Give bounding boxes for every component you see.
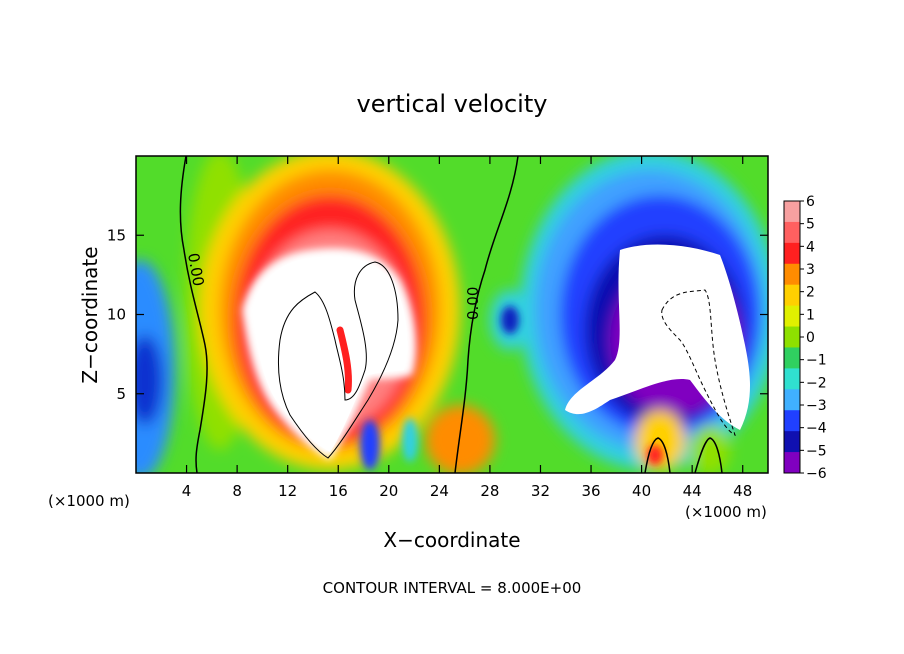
colorbar-swatch: [784, 221, 800, 244]
x-tick-label: 44: [683, 482, 702, 500]
x-tick-label: 40: [632, 482, 651, 500]
positive-contour: [277, 261, 399, 459]
x-unit-right: (×1000 m): [685, 503, 767, 521]
colorbar-swatch: [784, 347, 800, 369]
colorbar-swatch: [784, 389, 800, 411]
y-tick-label: 5: [116, 385, 126, 403]
colorbar-swatch: [784, 431, 800, 453]
x-axis-ticks: 4 8 12 16 20 24 28 32 36 40 44 48: [182, 156, 752, 500]
x-unit-left: (×1000 m): [48, 492, 130, 510]
colorbar-label: 6: [806, 194, 815, 210]
colorbar-swatch: [784, 368, 800, 390]
y-tick-label: 10: [107, 306, 126, 324]
x-tick-label: 12: [278, 482, 297, 500]
zero-contour-lowright2: [694, 437, 723, 473]
colorbar-label: 5: [806, 217, 815, 233]
x-tick-label: 20: [379, 482, 398, 500]
chart-title: vertical velocity: [357, 90, 548, 118]
x-tick-label: 32: [531, 482, 550, 500]
x-tick-label: 4: [182, 482, 192, 500]
x-tick-label: 36: [581, 482, 600, 500]
x-tick-label: 8: [232, 482, 242, 500]
negative-contour: [661, 289, 736, 436]
colorbar-swatch: [784, 201, 800, 223]
heatmap-field: [136, 156, 768, 473]
colorbar-label: −4: [806, 421, 827, 437]
colorbar-swatch: [784, 242, 800, 265]
x-tick-label: 16: [329, 482, 348, 500]
y-tick-label: 15: [107, 226, 126, 244]
contour-label-middle: 0.00: [464, 287, 482, 320]
colorbar-swatch: [784, 410, 800, 432]
colorbar-label: −2: [806, 375, 827, 391]
colorbar-label: −6: [806, 466, 827, 482]
colorbar-swatch: [784, 263, 800, 286]
x-tick-label: 28: [480, 482, 499, 500]
colorbar-label: 2: [806, 285, 815, 301]
colorbar-swatch: [784, 326, 800, 348]
zero-contour-lowright: [644, 437, 671, 473]
zero-contour-middle: [454, 156, 519, 473]
colorbar-label: −3: [806, 398, 827, 414]
colorbar-swatch: [784, 452, 800, 474]
x-axis-label: X−coordinate: [383, 528, 520, 552]
x-tick-label: 48: [733, 482, 752, 500]
y-axis-ticks: 5 10 15: [107, 226, 768, 403]
colorbar-label: 3: [806, 262, 815, 278]
contour-label-left: 0.00: [184, 252, 208, 288]
colorbar-label: 1: [806, 307, 815, 323]
y-axis-label: Z−coordinate: [78, 246, 102, 383]
colorbar-label: 0: [806, 330, 815, 346]
contour-lines: [179, 156, 736, 473]
colorbar-label: −5: [806, 443, 827, 459]
x-tick-label: 24: [430, 482, 449, 500]
colorbar-swatch: [784, 284, 800, 307]
colorbar-label: −1: [806, 353, 827, 369]
colorbar-label: 4: [806, 239, 815, 255]
contour-labels: 0.00 0.00: [184, 252, 482, 320]
zero-contour-left: [179, 156, 208, 473]
colorbar: 6 5 4 3 2 1 0 −1 −2 −3 −4 −5 −6: [783, 194, 827, 482]
contour-interval-text: CONTOUR INTERVAL = 8.000E+00: [323, 579, 582, 597]
colorbar-swatch: [784, 305, 800, 328]
